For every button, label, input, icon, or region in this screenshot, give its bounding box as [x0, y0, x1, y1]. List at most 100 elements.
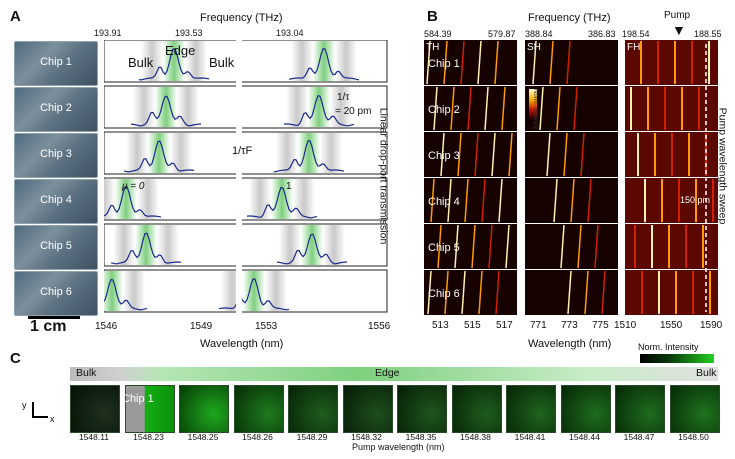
- heatmap-line: [478, 270, 483, 315]
- edge-bulk-bar: [70, 367, 718, 381]
- spectrum-trace: [283, 95, 355, 127]
- tile-wavelength-label: 1548.47: [623, 432, 655, 442]
- band-shading: [135, 225, 157, 265]
- tile-wavelength-label: 1548.41: [514, 432, 546, 442]
- band-shading: [301, 225, 323, 265]
- panel-a-top-tick: 193.53: [175, 28, 203, 38]
- panel-c-label: C: [10, 350, 21, 367]
- tile-wavelength-label: 1548.25: [187, 432, 219, 442]
- panel-a-bottom-tick: 1546: [95, 321, 118, 332]
- axis-y-label: y: [22, 400, 27, 410]
- band-shading: [335, 41, 357, 81]
- heatmap-line: [594, 224, 599, 269]
- band-shading: [177, 87, 199, 127]
- heatmap-line: [546, 132, 551, 177]
- band-shading: [323, 225, 345, 265]
- heatmap-line: [477, 40, 482, 85]
- camera-image-tile: [560, 385, 611, 433]
- band-shading: [148, 133, 170, 173]
- tile-wavelength-label: 1548.35: [405, 432, 437, 442]
- bar-edge: Edge: [375, 367, 400, 379]
- heatmap-line: [498, 178, 503, 223]
- spectrum-trace: [104, 186, 162, 218]
- heatmap-cell: [625, 86, 718, 131]
- camera-image-tile: [615, 385, 665, 433]
- spectrum-trace: [246, 186, 318, 219]
- pump-label: Pump: [664, 10, 691, 21]
- spectrum-trace: [110, 232, 182, 265]
- tile-wavelength-label: 1548.11: [78, 432, 110, 442]
- th-bottom-tick: 515: [464, 320, 481, 331]
- heatmap-line: [488, 224, 493, 269]
- heatmap-grid: [424, 40, 718, 315]
- panel-a-top-tick: 193.04: [276, 28, 304, 38]
- heatmap-line: [549, 40, 554, 85]
- tile-wavelength-label: 1548.38: [460, 432, 491, 442]
- band-shading: [137, 179, 159, 219]
- hm-chip-label: Chip 6: [428, 288, 460, 300]
- heatmap-line: [447, 178, 452, 223]
- camera-image-tile: [233, 385, 284, 433]
- heatmap-line: [505, 224, 510, 269]
- heatmap-line: [467, 86, 472, 131]
- camera-image-tile: [451, 385, 502, 433]
- heatmap-line: [508, 132, 513, 177]
- spectrum-trace: [218, 278, 290, 311]
- band-shading: [155, 87, 177, 127]
- band-shading: [291, 41, 313, 81]
- hm-chip-label: Chip 5: [428, 242, 460, 254]
- band-shading: [330, 87, 352, 127]
- heatmap-cell: [625, 270, 718, 315]
- fh-top-tick: 188.55: [694, 29, 722, 39]
- band-shading: [163, 41, 185, 81]
- th-bottom-tick: 513: [432, 320, 449, 331]
- band-shading: [320, 133, 342, 173]
- camera-image-tile: [397, 385, 447, 433]
- hm-chip-label: Chip 2: [428, 104, 460, 116]
- tile-wavelength-label: 1548.29: [296, 432, 328, 442]
- heatmap-cell: [424, 132, 517, 177]
- chip-photo: Chip 4: [14, 179, 98, 224]
- band-shading: [271, 179, 293, 219]
- tile-wavelength-label: 1548.23: [133, 432, 164, 442]
- heatmap-line: [563, 132, 568, 177]
- annotation-tau: 1/τ: [337, 92, 350, 103]
- pump-arrow-icon: ▼: [672, 22, 686, 38]
- heatmap-line: [464, 178, 469, 223]
- heatmap-line: [584, 270, 589, 315]
- heatmap-cell: [424, 40, 517, 85]
- th-label: TH: [426, 42, 440, 53]
- band-shading: [113, 225, 135, 265]
- band-shading: [286, 87, 308, 127]
- band-shading: [123, 271, 145, 311]
- bar-bulk-left: Bulk: [76, 367, 97, 379]
- fh-bottom-tick: 1510: [614, 320, 637, 331]
- tile-wavelength-label: 1548.32: [351, 432, 382, 442]
- panel-a-bottom-tick: 1553: [255, 321, 278, 332]
- band-shading: [276, 133, 298, 173]
- panel-c-bottom-axis-title: Pump wavelength (nm): [352, 442, 445, 452]
- th-top-tick: 579.87: [488, 29, 516, 39]
- camera-image-tile: [669, 385, 720, 433]
- panel-c-chip-label: Chip 1: [122, 393, 154, 405]
- spectrum-trace: [138, 48, 210, 81]
- heatmap-line: [484, 86, 489, 131]
- heatmap-line: [566, 40, 571, 85]
- band-shading: [243, 271, 265, 311]
- heatmap-line: [556, 86, 561, 131]
- annotation-mu1: 1: [286, 181, 292, 192]
- heatmap-line: [460, 40, 465, 85]
- heatmap-line: [573, 86, 578, 131]
- band-shading: [133, 87, 155, 127]
- heatmap-cell: [424, 270, 517, 315]
- heatmap-line: [539, 86, 544, 131]
- spectrum-trace: [276, 233, 348, 265]
- panel-a-top-tick: 193.91: [94, 28, 122, 38]
- heatmap-cell: [525, 40, 618, 85]
- camera-image-tile: [506, 385, 556, 433]
- panel-a-bottom-axis-title: Wavelength (nm): [200, 338, 284, 350]
- fh-top-tick: 198.54: [622, 29, 650, 39]
- th-bottom-tick: 517: [496, 320, 513, 331]
- heatmap-line: [501, 86, 506, 131]
- camera-image-tile: [70, 385, 120, 433]
